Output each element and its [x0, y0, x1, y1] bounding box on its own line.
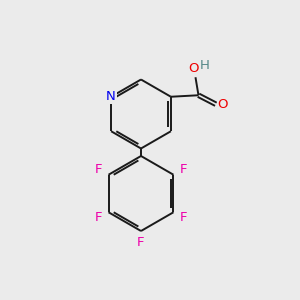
Text: F: F [180, 163, 187, 176]
Text: O: O [217, 98, 228, 111]
Text: F: F [137, 236, 145, 249]
Text: F: F [95, 212, 102, 224]
Text: N: N [106, 90, 116, 103]
Text: H: H [200, 59, 210, 72]
Text: O: O [189, 62, 199, 75]
Text: F: F [95, 163, 102, 176]
Text: F: F [180, 212, 187, 224]
